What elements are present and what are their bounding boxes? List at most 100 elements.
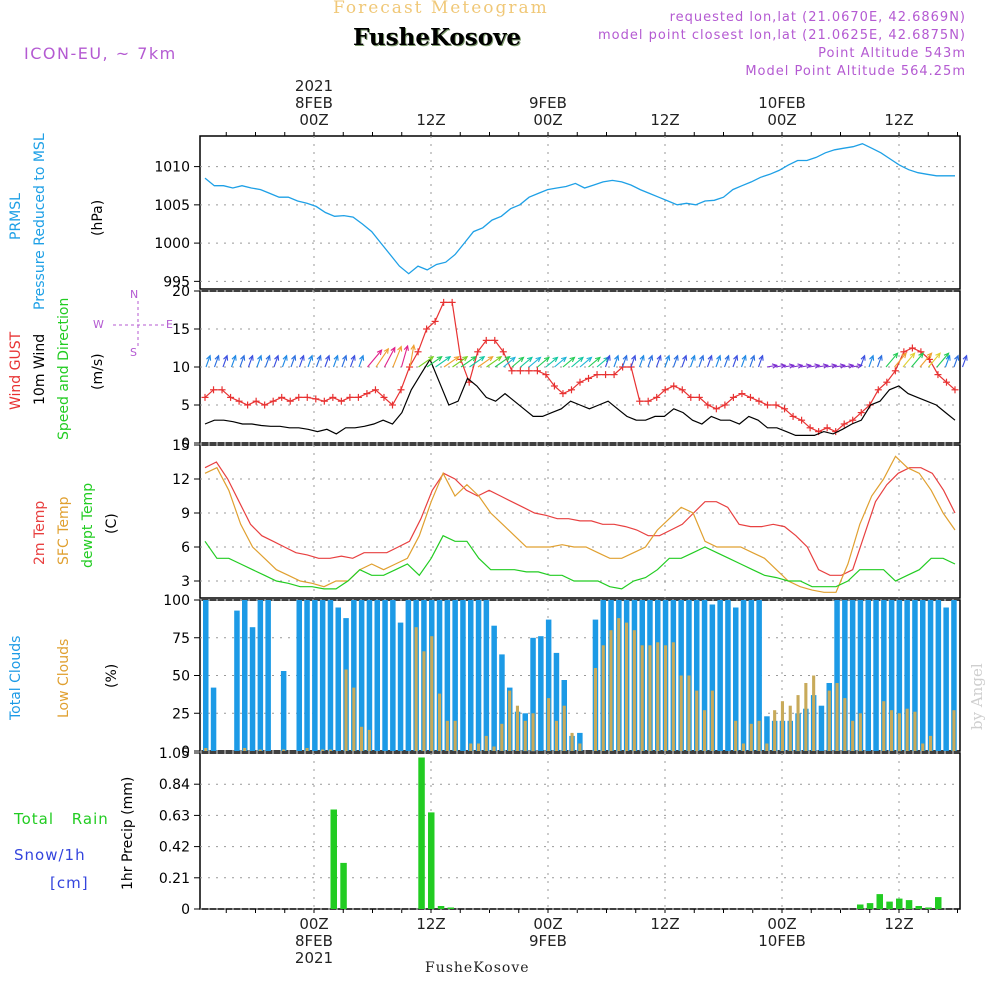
bottom-time-label: 00Z <box>767 915 796 933</box>
y-tick-label: 10 <box>172 360 190 376</box>
y-tick-label: 0.21 <box>159 871 190 887</box>
wind-arrowhead <box>214 354 220 361</box>
low-cloud-bar <box>321 749 325 751</box>
wind-direction-arrow <box>604 355 611 368</box>
total-cloud-bar <box>756 600 762 751</box>
wind-arrowhead <box>383 347 390 354</box>
total-cloud-bar <box>764 716 770 751</box>
total-cloud-bar <box>452 600 458 751</box>
total-cloud-bar <box>904 600 910 751</box>
wind-direction-arrow <box>562 356 575 368</box>
temp-dewpt-line <box>204 534 956 590</box>
low-cloud-bar <box>477 743 481 751</box>
wind-arrowhead <box>594 356 601 363</box>
wind-arrowhead <box>231 354 237 361</box>
wind-arrowhead <box>560 356 567 363</box>
panel-frame <box>199 752 961 910</box>
rain-bar <box>925 907 932 909</box>
wind-arrowhead <box>552 356 559 363</box>
wind-arrowhead <box>877 354 883 361</box>
wind-arrowhead <box>892 352 899 359</box>
wind-arrowhead <box>526 356 533 363</box>
wind-arrowhead <box>856 363 864 369</box>
wind-arrowhead <box>240 354 246 361</box>
top-time-label: 8FEB <box>295 94 333 112</box>
wind-arrowhead <box>496 355 503 362</box>
total-cloud-bar <box>312 600 318 751</box>
top-time-label: 12Z <box>884 111 913 129</box>
wind-direction-arrow <box>953 355 959 368</box>
wind-arrowhead <box>265 354 271 361</box>
rain-bar <box>437 906 445 909</box>
total-cloud-bar <box>374 600 380 751</box>
wind-arrowhead <box>780 363 787 369</box>
total-cloud-bar <box>849 600 856 751</box>
wind-arrowhead <box>699 354 705 361</box>
wind-direction-arrow <box>885 352 898 368</box>
wind-direction-arrow <box>520 356 533 368</box>
rain-bar <box>935 897 942 909</box>
y-tick-label: 0.63 <box>159 808 190 824</box>
low-cloud-bar <box>328 749 332 751</box>
wind-arrowhead <box>350 354 356 361</box>
wind-direction-arrow <box>826 364 837 368</box>
bottom-time-label: 2021 <box>295 949 333 967</box>
wind-direction-arrow <box>843 364 854 368</box>
total-cloud-bar <box>834 600 840 751</box>
low-cloud-bar <box>664 645 668 751</box>
total-cloud-bar <box>327 600 334 751</box>
y-tick-label: 20 <box>172 284 190 300</box>
compass-e: E <box>166 318 173 331</box>
low-cloud-bar <box>554 720 558 751</box>
wind-arrowhead <box>797 363 804 369</box>
total-cloud-bar <box>296 600 302 751</box>
low-cloud-bar <box>430 636 434 751</box>
wind-arrowhead <box>470 355 477 362</box>
wind-arrowhead <box>403 344 409 351</box>
compass-s: S <box>130 346 137 359</box>
low-cloud-bar <box>796 695 800 751</box>
rain-bar <box>330 809 337 909</box>
wind-direction-arrow <box>732 355 738 368</box>
total-cloud-bar <box>530 637 536 752</box>
total-cloud-bar <box>553 652 560 751</box>
wind-direction-arrow <box>418 356 434 368</box>
wind-direction-arrow <box>384 347 396 368</box>
wind-arrowhead <box>299 354 305 361</box>
wind-arrowhead <box>333 354 339 361</box>
low-cloud-bar <box>897 713 901 752</box>
y-tick-label: 1000 <box>154 236 190 252</box>
compass-w: W <box>93 318 104 331</box>
wind-direction-arrow <box>647 355 653 368</box>
wind-arrowhead <box>954 354 960 361</box>
wind-arrowhead <box>308 354 314 361</box>
total-cloud-bar <box>920 600 926 751</box>
total-cloud-bar <box>912 600 918 751</box>
wind-direction-arrow <box>757 355 764 368</box>
wind-arrowhead <box>509 356 516 363</box>
total-cloud-bar <box>475 600 482 751</box>
wind-arrowhead <box>376 349 383 356</box>
wind-arrowhead <box>690 354 696 361</box>
panel-frame <box>199 135 961 290</box>
y-tick-label: 15 <box>172 438 190 454</box>
wind-arrowhead <box>410 344 416 351</box>
wind-direction-arrow <box>273 355 279 368</box>
total-cloud-bar <box>210 687 217 751</box>
bottom-time-label: 12Z <box>650 915 679 933</box>
wind-direction-arrow <box>689 355 696 368</box>
wind-direction-arrow <box>936 352 949 368</box>
wind-arrowhead <box>325 354 331 361</box>
label-snow: Snow/1h <box>14 846 86 864</box>
wind-arrowhead <box>316 354 322 361</box>
wind-arrowhead <box>518 356 525 363</box>
wind-direction-arrow <box>902 352 915 368</box>
wind-direction-arrow <box>876 355 883 368</box>
low-cloud-bar <box>640 645 644 751</box>
wind-arrowhead <box>631 354 637 361</box>
low-cloud-bar <box>243 748 247 751</box>
wind-direction-arrow <box>409 345 415 368</box>
wind-arrowhead <box>648 354 654 361</box>
bottom-time-label: 8FEB <box>295 932 333 950</box>
total-cloud-bar <box>943 607 949 751</box>
